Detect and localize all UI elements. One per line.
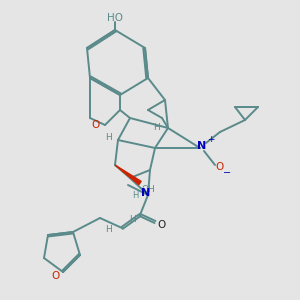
Text: O: O bbox=[216, 162, 224, 172]
Text: H: H bbox=[105, 133, 111, 142]
Text: O: O bbox=[158, 220, 166, 230]
Text: −: − bbox=[223, 168, 231, 178]
Text: OH: OH bbox=[141, 185, 155, 194]
Text: +: + bbox=[207, 134, 215, 143]
Text: H: H bbox=[153, 124, 159, 133]
Text: N: N bbox=[141, 188, 151, 198]
Text: HO: HO bbox=[107, 13, 123, 23]
Text: O: O bbox=[51, 271, 59, 281]
Polygon shape bbox=[115, 165, 141, 184]
Text: H: H bbox=[132, 191, 138, 200]
Text: N: N bbox=[197, 141, 207, 151]
Text: H: H bbox=[129, 215, 135, 224]
Text: O: O bbox=[92, 120, 100, 130]
Text: H: H bbox=[105, 226, 111, 235]
